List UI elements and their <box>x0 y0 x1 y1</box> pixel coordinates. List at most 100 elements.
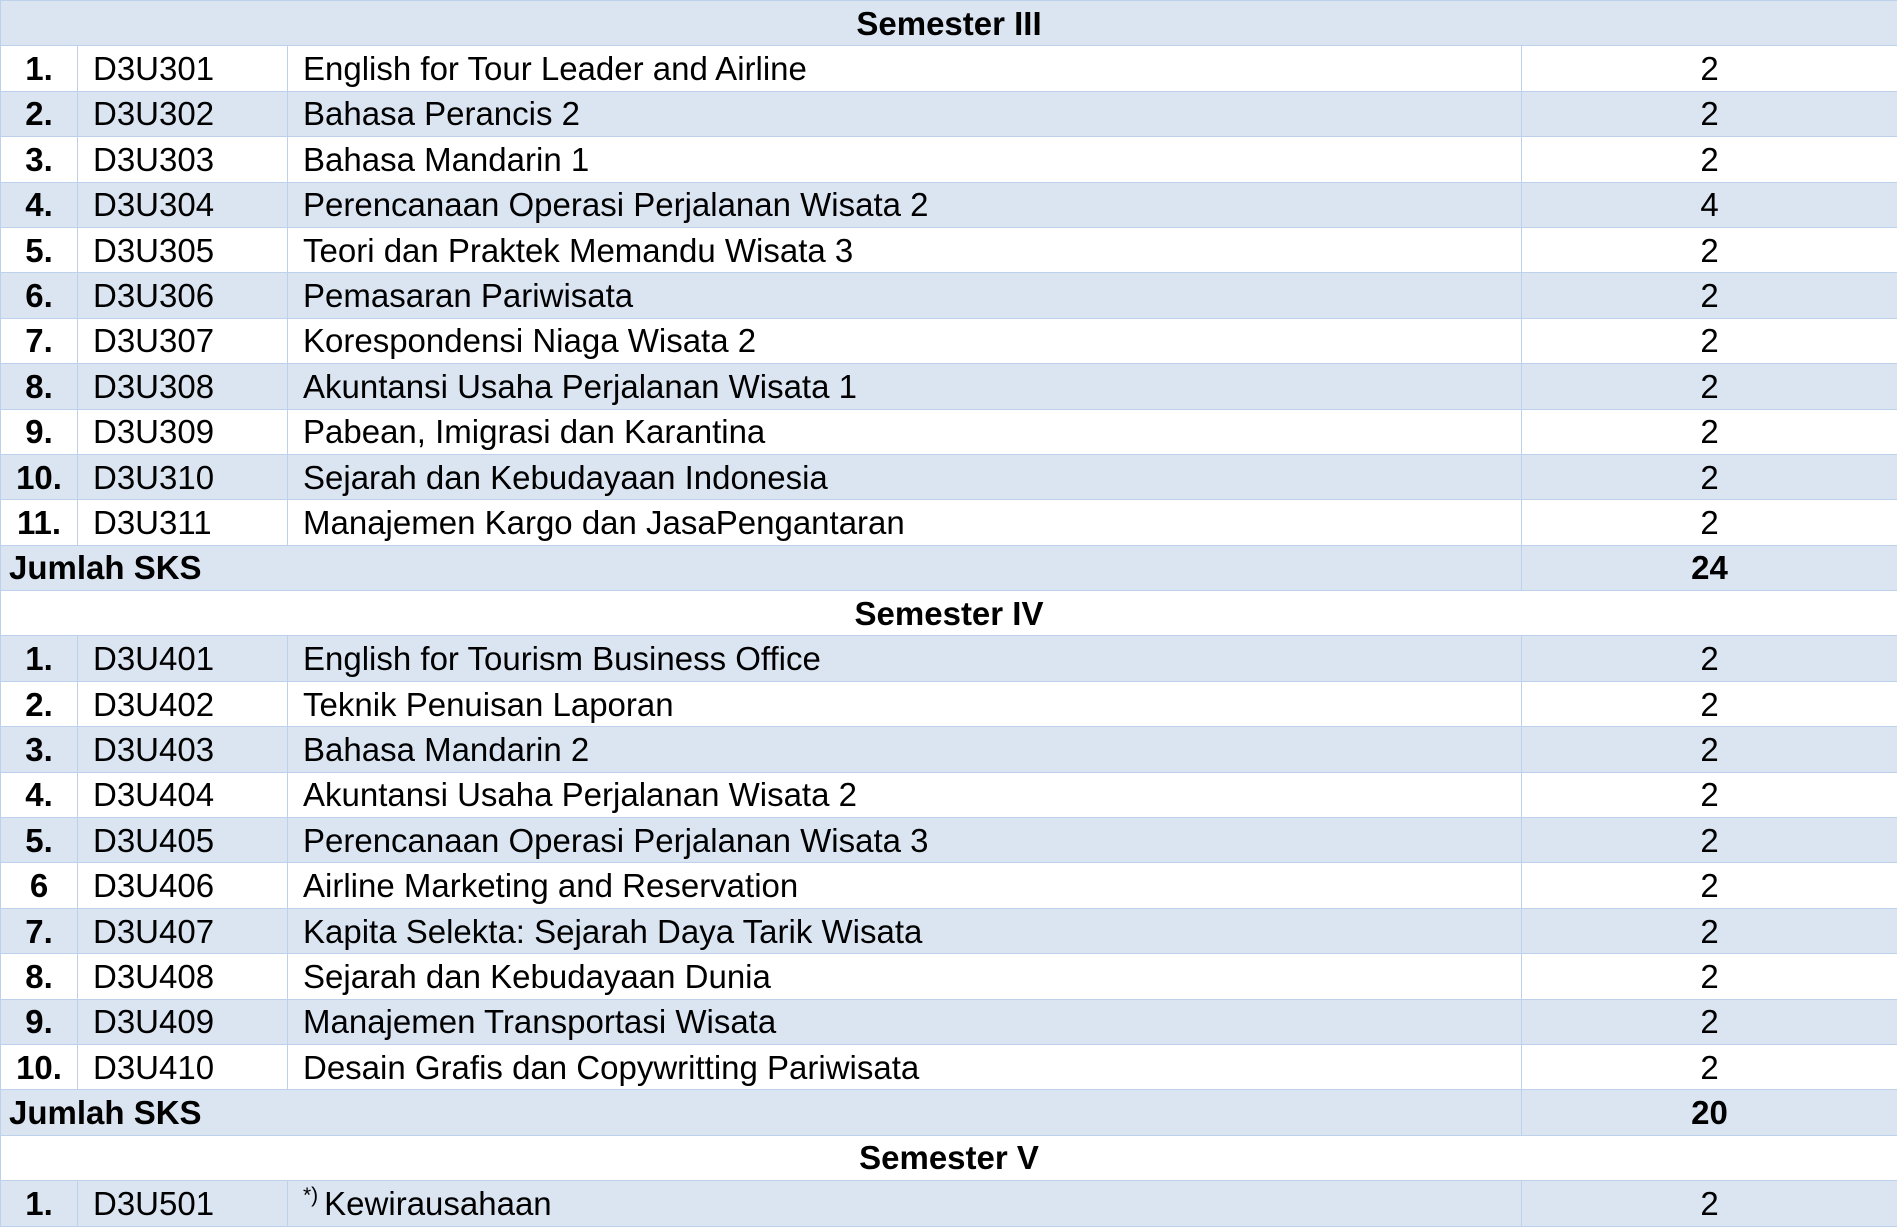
course-number: 1. <box>1 46 78 91</box>
course-row: 5.D3U305 Teori dan Praktek Memandu Wisata… <box>1 227 1897 272</box>
course-name: Sejarah dan Kebudayaan Indonesia <box>303 459 828 496</box>
course-name-cell: English for Tourism Business Office <box>288 636 1522 681</box>
course-credits: 2 <box>1522 772 1897 817</box>
course-number: 5. <box>1 227 78 272</box>
total-label: Jumlah SKS <box>1 1090 1522 1135</box>
course-credits: 2 <box>1522 727 1897 772</box>
course-code: D3U410 <box>78 1044 288 1089</box>
course-code: D3U302 <box>78 91 288 136</box>
course-number: 4. <box>1 772 78 817</box>
course-name: Sejarah dan Kebudayaan Dunia <box>303 958 771 995</box>
course-code: D3U304 <box>78 182 288 227</box>
course-credits: 2 <box>1522 818 1897 863</box>
course-name-cell: Sejarah dan Kebudayaan Indonesia <box>288 454 1522 499</box>
course-number: 6. <box>1 273 78 318</box>
semester-title: Semester III <box>1 1 1897 46</box>
course-number: 8. <box>1 364 78 409</box>
course-credits: 2 <box>1522 91 1897 136</box>
course-name-cell: Desain Grafis dan Copywritting Pariwisat… <box>288 1044 1522 1089</box>
course-name: Bahasa Mandarin 1 <box>303 141 589 178</box>
course-name: Airline Marketing and Reservation <box>303 867 798 904</box>
course-name: Desain Grafis dan Copywritting Pariwisat… <box>303 1049 919 1086</box>
course-name-cell: Perencanaan Operasi Perjalanan Wisata 3 <box>288 818 1522 863</box>
course-row: 8.D3U408 Sejarah dan Kebudayaan Dunia 2 <box>1 954 1897 999</box>
course-name: Kewirausahaan <box>324 1185 552 1222</box>
course-name: Teknik Penuisan Laporan <box>303 686 674 723</box>
course-code: D3U306 <box>78 273 288 318</box>
course-number: 9. <box>1 409 78 454</box>
course-code: D3U310 <box>78 454 288 499</box>
course-name-cell: Akuntansi Usaha Perjalanan Wisata 1 <box>288 364 1522 409</box>
course-credits: 2 <box>1522 999 1897 1044</box>
course-number: 7. <box>1 908 78 953</box>
course-credits: 2 <box>1522 137 1897 182</box>
course-credits: 2 <box>1522 1181 1897 1226</box>
course-name: Korespondensi Niaga Wisata 2 <box>303 322 756 359</box>
course-code: D3U401 <box>78 636 288 681</box>
course-credits: 2 <box>1522 409 1897 454</box>
semester-header-row: Semester IV <box>1 591 1897 636</box>
course-row: 3.D3U403 Bahasa Mandarin 2 2 <box>1 727 1897 772</box>
course-code: D3U403 <box>78 727 288 772</box>
course-name-cell: Perencanaan Operasi Perjalanan Wisata 2 <box>288 182 1522 227</box>
course-number: 5. <box>1 818 78 863</box>
course-credits: 2 <box>1522 863 1897 908</box>
course-number: 8. <box>1 954 78 999</box>
course-number: 10. <box>1 1044 78 1089</box>
course-code: D3U402 <box>78 681 288 726</box>
course-credits: 2 <box>1522 318 1897 363</box>
course-name: Manajemen Transportasi Wisata <box>303 1003 776 1040</box>
course-code: D3U406 <box>78 863 288 908</box>
course-code: D3U308 <box>78 364 288 409</box>
course-name: Perencanaan Operasi Perjalanan Wisata 2 <box>303 186 929 223</box>
course-name: Manajemen Kargo dan JasaPengantaran <box>303 504 905 541</box>
course-code: D3U307 <box>78 318 288 363</box>
course-row: 11.D3U311 Manajemen Kargo dan JasaPengant… <box>1 500 1897 545</box>
course-code: D3U408 <box>78 954 288 999</box>
course-code: D3U309 <box>78 409 288 454</box>
course-code: D3U311 <box>78 500 288 545</box>
course-credits: 2 <box>1522 454 1897 499</box>
course-number: 1. <box>1 636 78 681</box>
course-row: 7.D3U307 Korespondensi Niaga Wisata 2 2 <box>1 318 1897 363</box>
course-name-cell: Teori dan Praktek Memandu Wisata 3 <box>288 227 1522 272</box>
course-number: 4. <box>1 182 78 227</box>
course-number: 3. <box>1 727 78 772</box>
course-code: D3U305 <box>78 227 288 272</box>
course-name: Pemasaran Pariwisata <box>303 277 633 314</box>
course-number: 11. <box>1 500 78 545</box>
course-name: Akuntansi Usaha Perjalanan Wisata 2 <box>303 776 857 813</box>
course-name: Akuntansi Usaha Perjalanan Wisata 1 <box>303 368 857 405</box>
course-name: Bahasa Mandarin 2 <box>303 731 589 768</box>
footnote-mark: *) <box>303 1184 318 1207</box>
course-name-cell: Akuntansi Usaha Perjalanan Wisata 2 <box>288 772 1522 817</box>
course-number: 2. <box>1 681 78 726</box>
course-number: 7. <box>1 318 78 363</box>
course-name: English for Tourism Business Office <box>303 640 821 677</box>
course-name: Kapita Selekta: Sejarah Daya Tarik Wisat… <box>303 913 922 950</box>
course-credits: 2 <box>1522 227 1897 272</box>
course-name: Bahasa Perancis 2 <box>303 95 580 132</box>
course-row: 6.D3U306 Pemasaran Pariwisata 2 <box>1 273 1897 318</box>
course-code: D3U301 <box>78 46 288 91</box>
course-credits: 2 <box>1522 954 1897 999</box>
course-name-cell: Pabean, Imigrasi dan Karantina <box>288 409 1522 454</box>
course-name-cell: Airline Marketing and Reservation <box>288 863 1522 908</box>
semester-header-row: Semester V <box>1 1135 1897 1180</box>
course-name: Teori dan Praktek Memandu Wisata 3 <box>303 232 853 269</box>
total-label: Jumlah SKS <box>1 545 1522 590</box>
course-code: D3U409 <box>78 999 288 1044</box>
course-number: 1. <box>1 1181 78 1226</box>
course-credits: 2 <box>1522 273 1897 318</box>
